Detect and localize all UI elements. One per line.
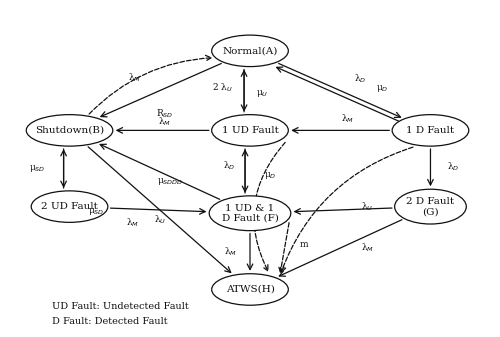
Ellipse shape bbox=[212, 35, 288, 67]
Text: 1 UD & 1
D Fault (F): 1 UD & 1 D Fault (F) bbox=[222, 204, 278, 223]
Text: μ$_U$: μ$_U$ bbox=[256, 88, 268, 99]
Ellipse shape bbox=[394, 189, 466, 224]
Text: λ$_U$: λ$_U$ bbox=[154, 214, 166, 226]
Text: λ$_M$: λ$_M$ bbox=[128, 71, 141, 84]
Text: μ$_{SDDD}$: μ$_{SDDD}$ bbox=[156, 176, 183, 187]
Text: μ$_{SD}$: μ$_{SD}$ bbox=[29, 163, 46, 174]
Ellipse shape bbox=[31, 191, 108, 222]
Text: μ$_{SD}$: μ$_{SD}$ bbox=[88, 206, 105, 217]
Text: λ$_M$: λ$_M$ bbox=[341, 113, 354, 125]
Text: λ$_D$: λ$_D$ bbox=[354, 73, 366, 85]
Ellipse shape bbox=[212, 115, 288, 146]
Text: λ$_D$: λ$_D$ bbox=[446, 161, 459, 173]
Ellipse shape bbox=[209, 196, 291, 231]
Ellipse shape bbox=[392, 115, 469, 146]
Text: λ$_M$: λ$_M$ bbox=[126, 217, 139, 229]
Text: 2 λ$_U$: 2 λ$_U$ bbox=[212, 81, 234, 94]
Text: λ$_M$: λ$_M$ bbox=[224, 245, 237, 257]
Text: 1 UD Fault: 1 UD Fault bbox=[222, 126, 278, 135]
Ellipse shape bbox=[212, 274, 288, 305]
Text: 2 UD Fault: 2 UD Fault bbox=[41, 202, 98, 211]
Text: 2 D Fault
(G): 2 D Fault (G) bbox=[406, 197, 455, 216]
Text: μ$_D$: μ$_D$ bbox=[264, 170, 276, 181]
Text: μ$_D$: μ$_D$ bbox=[376, 84, 388, 94]
Text: λ$_M$: λ$_M$ bbox=[158, 116, 172, 128]
Text: λ$_U$: λ$_U$ bbox=[362, 201, 374, 213]
Text: R$_{SD}$: R$_{SD}$ bbox=[156, 108, 174, 120]
Text: m: m bbox=[300, 240, 308, 249]
Text: D Fault: Detected Fault: D Fault: Detected Fault bbox=[52, 317, 168, 327]
Text: UD Fault: Undetected Fault: UD Fault: Undetected Fault bbox=[52, 302, 189, 311]
Ellipse shape bbox=[26, 115, 113, 146]
Text: Shutdown(B): Shutdown(B) bbox=[35, 126, 104, 135]
Text: ATWS(H): ATWS(H) bbox=[226, 285, 274, 294]
Text: 1 D Fault: 1 D Fault bbox=[406, 126, 455, 135]
Text: λ$_D$: λ$_D$ bbox=[223, 160, 235, 172]
Text: λ$_M$: λ$_M$ bbox=[361, 242, 374, 254]
Text: Normal(A): Normal(A) bbox=[222, 46, 278, 55]
